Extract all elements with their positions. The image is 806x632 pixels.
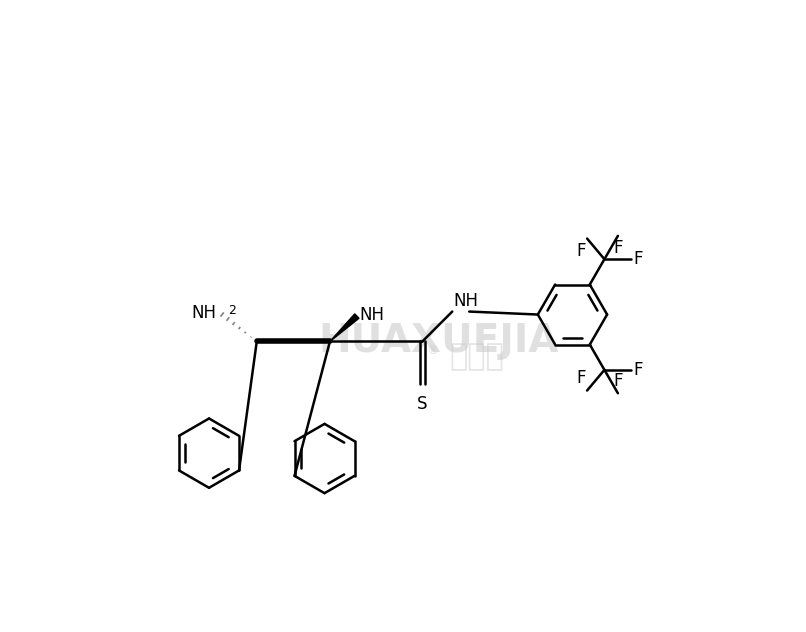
Text: NH: NH — [359, 305, 384, 324]
Text: F: F — [633, 361, 642, 379]
Text: HUAXUEJIA: HUAXUEJIA — [318, 322, 559, 360]
Text: F: F — [576, 241, 585, 260]
Text: NH: NH — [192, 304, 217, 322]
Polygon shape — [330, 314, 359, 341]
Text: NH: NH — [454, 292, 479, 310]
Text: F: F — [613, 239, 623, 257]
Text: F: F — [633, 250, 642, 268]
Text: S: S — [417, 394, 427, 413]
Text: 2: 2 — [228, 304, 236, 317]
Text: F: F — [576, 370, 585, 387]
Text: ®: ® — [426, 344, 438, 357]
Text: F: F — [613, 372, 623, 390]
Text: 化学加: 化学加 — [449, 343, 504, 372]
